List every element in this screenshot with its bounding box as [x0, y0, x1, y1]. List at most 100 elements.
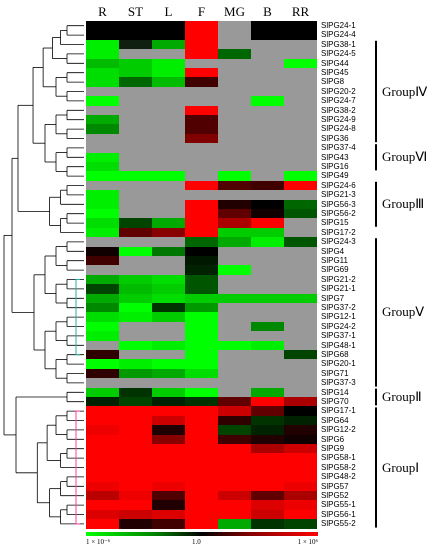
- heatmap-cell: [185, 162, 218, 172]
- heatmap-cell: [185, 58, 218, 68]
- heatmap-cell: [185, 519, 218, 529]
- heatmap-row: [86, 321, 318, 332]
- heatmap-cell: [251, 171, 284, 181]
- heatmap-cell: [86, 321, 119, 332]
- legend-mid-label: 1.0: [192, 538, 201, 546]
- heatmap-cell: [284, 434, 317, 444]
- heatmap-cell: [218, 218, 251, 228]
- heatmap-cell: [119, 406, 152, 416]
- heatmap-cell: [152, 180, 185, 191]
- row-label: SlPG16: [321, 162, 349, 171]
- heatmap-cell: [185, 39, 218, 50]
- heatmap-cell: [86, 162, 119, 172]
- heatmap-row: [86, 274, 318, 285]
- heatmap-cell: [218, 444, 251, 454]
- heatmap-cell: [86, 303, 119, 313]
- heatmap-row: [86, 303, 318, 313]
- heatmap-cell: [119, 397, 152, 407]
- heatmap-cell: [251, 30, 284, 40]
- heatmap-cell: [218, 331, 251, 341]
- heatmap-cell: [185, 227, 218, 238]
- heatmap-cell: [86, 444, 119, 454]
- heatmap-cell: [284, 293, 317, 303]
- heatmap-cell: [119, 133, 152, 144]
- heatmap-row: [86, 256, 318, 266]
- heatmap-cell: [152, 509, 185, 520]
- heatmap-cell: [152, 519, 185, 529]
- heatmap-cell: [251, 274, 284, 285]
- heatmap-cell: [218, 500, 251, 510]
- heatmap-cell: [86, 415, 119, 426]
- heatmap-cell: [185, 218, 218, 228]
- heatmap-cell: [185, 378, 218, 388]
- heatmap-cell: [185, 481, 218, 491]
- heatmap-cell: [185, 265, 218, 275]
- heatmap-cell: [185, 387, 218, 397]
- heatmap-cell: [86, 350, 119, 360]
- heatmap-cell: [251, 397, 284, 407]
- heatmap-cell: [152, 368, 185, 379]
- heatmap-cell: [218, 256, 251, 266]
- heatmap-cell: [251, 303, 284, 313]
- heatmap-cell: [119, 209, 152, 219]
- heatmap-cell: [119, 378, 152, 388]
- heatmap-cell: [86, 105, 119, 115]
- heatmap-cell: [152, 303, 185, 313]
- row-label: SlPG21-3: [321, 190, 356, 200]
- heatmap-cell: [152, 406, 185, 416]
- heatmap-cell: [152, 274, 185, 285]
- heatmap-cell: [218, 237, 251, 247]
- heatmap-row: [86, 491, 318, 501]
- heatmap-cell: [86, 368, 119, 379]
- heatmap-cell: [152, 227, 185, 238]
- heatmap-cell: [86, 284, 119, 294]
- heatmap-cell: [218, 509, 251, 520]
- row-label: SlPG20-1: [321, 359, 356, 369]
- heatmap-cell: [251, 180, 284, 191]
- heatmap-cell: [119, 180, 152, 191]
- heatmap-cell: [152, 218, 185, 228]
- heatmap-cell: [218, 152, 251, 162]
- column-headers: R ST L F MG B RR: [86, 4, 318, 20]
- heatmap-cell: [86, 509, 119, 520]
- heatmap-cell: [152, 162, 185, 172]
- heatmap-cell: [284, 58, 317, 68]
- heatmap-cell: [185, 180, 218, 191]
- heatmap-cell: [185, 21, 218, 31]
- heatmap-cell: [152, 425, 185, 435]
- heatmap-cell: [152, 171, 185, 181]
- column-header-r: R: [98, 4, 107, 19]
- heatmap-row: [86, 77, 318, 87]
- heatmap-cell: [251, 77, 284, 87]
- heatmap-cell: [185, 293, 218, 303]
- heatmap-cell: [284, 509, 317, 520]
- heatmap-cell: [86, 39, 119, 50]
- heatmap-cell: [86, 190, 119, 200]
- row-label: SlPG24-7: [321, 96, 356, 106]
- heatmap-cell: [284, 444, 317, 454]
- heatmap-row: [86, 481, 318, 491]
- heatmap-cell: [152, 415, 185, 426]
- column-header-b: B: [263, 4, 272, 19]
- row-label: SlPG37-1: [321, 331, 356, 341]
- heatmap-row: [86, 509, 318, 520]
- heatmap-row: [86, 171, 318, 181]
- heatmap-cell: [185, 284, 218, 294]
- row-label: SlPG20-2: [321, 86, 356, 96]
- heatmap-row: [86, 519, 318, 529]
- heatmap-cell: [185, 68, 218, 78]
- heatmap-cell: [284, 406, 317, 416]
- heatmap-cell: [251, 359, 284, 369]
- heatmap-row: [86, 143, 318, 153]
- heatmap-cell: [185, 246, 218, 256]
- heatmap-row: [86, 96, 318, 106]
- heatmap-cell: [251, 39, 284, 50]
- heatmap-cell: [86, 209, 119, 219]
- heatmap-cell: [152, 359, 185, 369]
- heatmap-cell: [218, 39, 251, 50]
- row-label: SlPG17-2: [321, 227, 356, 237]
- heatmap-cell: [86, 246, 119, 256]
- heatmap-cell: [284, 303, 317, 313]
- legend-gradient-bar: [86, 532, 318, 536]
- heatmap-cell: [284, 340, 317, 350]
